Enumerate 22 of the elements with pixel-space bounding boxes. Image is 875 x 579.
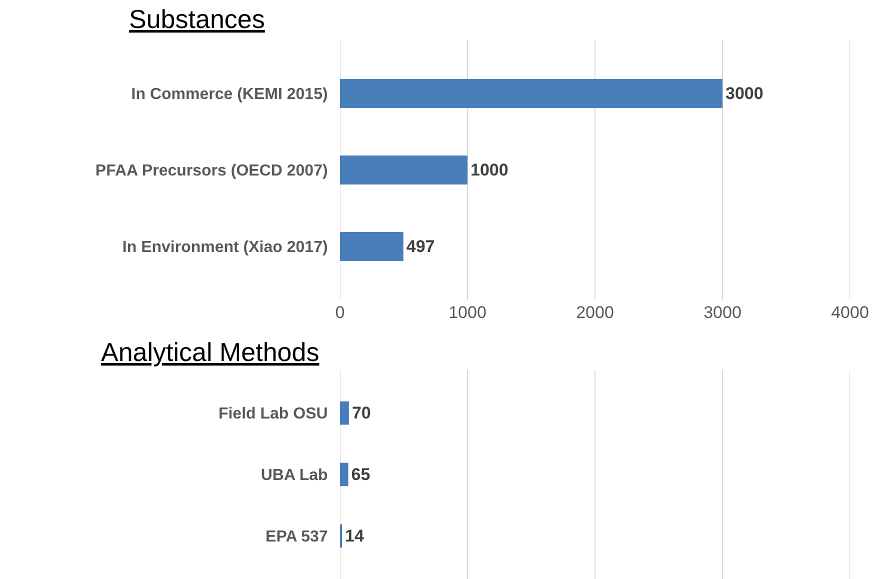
x-tick-label: 1000 — [448, 303, 486, 322]
x-tick-label: 4000 — [831, 303, 869, 322]
y-tick-label: PFAA Precursors (OECD 2007) — [95, 162, 328, 180]
chart-title: Analytical Methods — [101, 337, 320, 367]
bar — [340, 155, 468, 185]
data-label: 1000 — [470, 160, 508, 180]
x-tick-label: 2000 — [576, 303, 614, 322]
data-label: 497 — [406, 236, 435, 256]
x-tick-label: 0 — [335, 303, 345, 322]
x-tick-label: 3000 — [704, 303, 742, 322]
y-tick-label: EPA 537 — [266, 528, 328, 546]
data-label: 14 — [345, 526, 364, 546]
data-label: 3000 — [726, 84, 764, 104]
chart-title: Substances — [129, 4, 265, 34]
y-tick-label: UBA Lab — [260, 467, 328, 484]
y-tick-label: In Environment (Xiao 2017) — [122, 239, 328, 256]
data-label: 70 — [352, 404, 371, 423]
y-tick-label: In Commerce (KEMI 2015) — [131, 86, 328, 104]
data-label: 65 — [351, 465, 370, 484]
bar — [340, 232, 404, 261]
y-tick-label: Field Lab OSU — [218, 406, 328, 423]
bar — [340, 79, 722, 108]
